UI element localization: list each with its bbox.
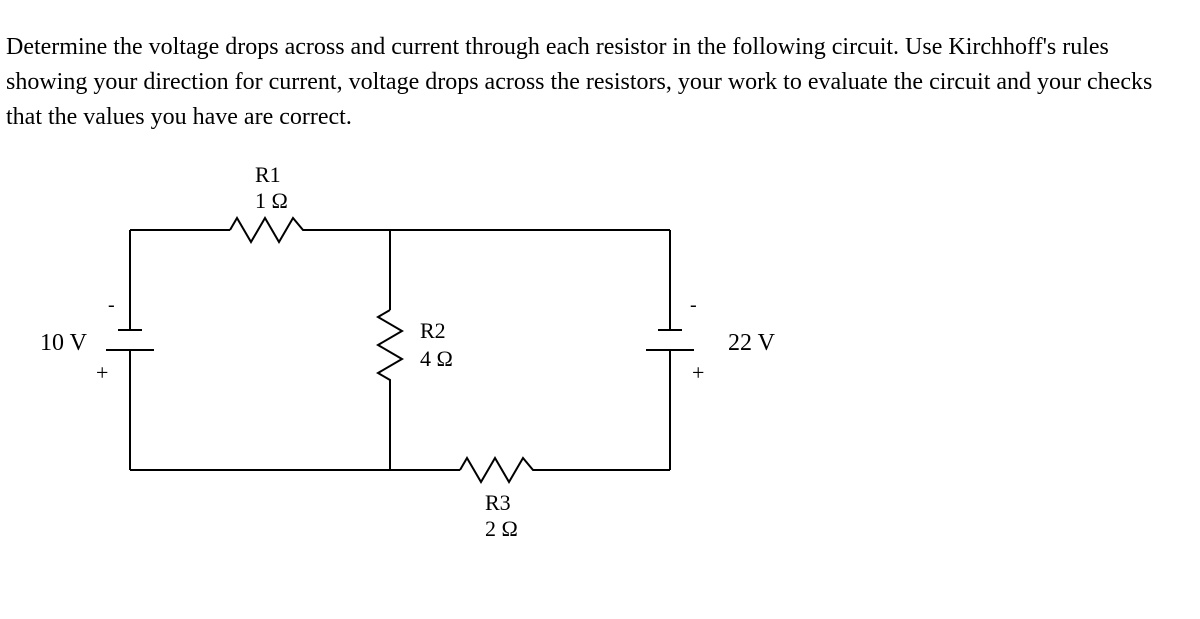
r2-value-label: 4 Ω (420, 346, 453, 371)
r1-name-label: R1 (255, 162, 281, 187)
problem-statement: Determine the voltage drops across and c… (6, 30, 1194, 134)
v1-polarity-bottom: + (96, 360, 108, 385)
circuit-svg (30, 150, 830, 600)
page: Determine the voltage drops across and c… (0, 0, 1200, 619)
v2-polarity-bottom: + (692, 360, 704, 385)
v1-label: 10 V (40, 330, 87, 358)
r3-name-label: R3 (485, 490, 511, 515)
r1-value-label: 1 Ω (255, 188, 288, 213)
r2-name-label: R2 (420, 318, 446, 343)
v2-label: 22 V (728, 330, 775, 358)
resistor-r1 (230, 218, 310, 242)
v2-polarity-top: - (690, 294, 697, 317)
r3-value-label: 2 Ω (485, 516, 518, 541)
circuit-diagram: R1 1 Ω R2 4 Ω R3 2 Ω 10 V - + 22 V - + (30, 150, 830, 600)
v1-polarity-top: - (108, 294, 115, 317)
resistor-r3 (460, 458, 540, 482)
resistor-r2 (378, 310, 402, 390)
